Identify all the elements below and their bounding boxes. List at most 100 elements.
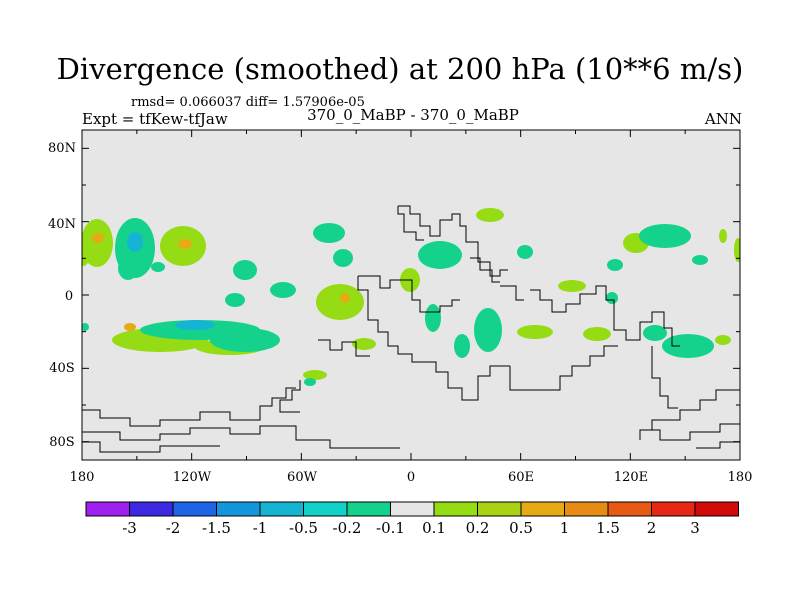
colorbar-box-10 bbox=[520, 501, 565, 517]
strong-negative-cores bbox=[127, 232, 215, 330]
field-patch bbox=[82, 238, 90, 266]
field-patch bbox=[175, 320, 215, 330]
colorbar-label: 1 bbox=[560, 519, 570, 537]
field-patch bbox=[270, 282, 296, 298]
field-patch bbox=[303, 370, 327, 380]
colorbar-label: 3 bbox=[690, 519, 700, 537]
colorbar-swatch bbox=[564, 501, 609, 517]
negative-divergence-fields bbox=[82, 218, 714, 386]
colorbar-swatch bbox=[346, 501, 391, 517]
colorbar-box-0 bbox=[85, 501, 130, 517]
field-patch bbox=[583, 327, 611, 341]
field-patch bbox=[92, 233, 104, 243]
field-patch bbox=[734, 238, 740, 262]
field-patch bbox=[127, 232, 143, 252]
field-patch bbox=[340, 293, 350, 303]
lon-label-180e: 180 bbox=[728, 470, 753, 485]
lon-label-60e: 60E bbox=[508, 470, 534, 485]
colorbar-box-1 bbox=[129, 501, 174, 517]
colorbar-box-2 bbox=[172, 501, 217, 517]
lon-label-60w: 60W bbox=[287, 470, 318, 485]
colorbar-swatch bbox=[259, 501, 304, 517]
field-patch bbox=[476, 208, 504, 222]
colorbar-label: 1.5 bbox=[596, 519, 620, 537]
colorbar-swatch bbox=[390, 501, 435, 517]
coastline bbox=[639, 389, 740, 440]
colorbar-swatch bbox=[651, 501, 696, 517]
season-label: ANN bbox=[704, 110, 742, 128]
coastline bbox=[651, 346, 678, 409]
colorbar-box-4 bbox=[259, 501, 304, 517]
divergence-field bbox=[82, 205, 740, 453]
colorbar-label: 0.1 bbox=[422, 519, 446, 537]
field-patch bbox=[304, 378, 316, 386]
coastline bbox=[500, 285, 524, 301]
coastline bbox=[696, 441, 740, 449]
lon-label-0: 0 bbox=[407, 470, 415, 485]
coastline bbox=[279, 380, 301, 413]
lon-label-120e: 120E bbox=[614, 470, 648, 485]
field-patch bbox=[454, 334, 470, 358]
colorbar-swatch bbox=[477, 501, 522, 517]
map-background bbox=[82, 130, 740, 460]
field-patch bbox=[225, 293, 245, 307]
field-patch bbox=[639, 224, 691, 248]
coastline bbox=[613, 311, 680, 347]
colorbar-swatch bbox=[303, 501, 348, 517]
map-title: Divergence (smoothed) at 200 hPa (10**6 … bbox=[56, 52, 744, 86]
colorbar-label: -3 bbox=[122, 519, 137, 537]
colorbar-label: -0.2 bbox=[333, 519, 362, 537]
field-patch bbox=[313, 223, 345, 243]
field-patch bbox=[517, 325, 553, 339]
lat-label-80n: 80N bbox=[48, 141, 76, 156]
coastline bbox=[358, 275, 460, 313]
colorbar-swatch bbox=[216, 501, 261, 517]
field-patch bbox=[719, 229, 727, 243]
lon-label-120w: 120W bbox=[173, 470, 212, 485]
coastline bbox=[318, 339, 370, 357]
lat-label-0: 0 bbox=[65, 289, 73, 304]
field-patch bbox=[352, 338, 376, 350]
axis-ticks bbox=[81, 130, 741, 460]
field-patch bbox=[118, 256, 138, 280]
field-patch bbox=[607, 259, 623, 271]
coastline bbox=[397, 206, 424, 241]
lon-label-180w: 180 bbox=[70, 470, 95, 485]
field-patch bbox=[662, 334, 714, 358]
field-patch bbox=[715, 335, 731, 345]
field-patch bbox=[643, 325, 667, 341]
colorbar-box-14 bbox=[694, 501, 739, 517]
colorbar-label: 0.5 bbox=[509, 519, 533, 537]
colorbar-swatch bbox=[433, 501, 478, 517]
field-patch bbox=[333, 249, 353, 267]
coastline bbox=[82, 387, 296, 427]
colorbar-label: -0.1 bbox=[376, 519, 405, 537]
field-patch bbox=[692, 255, 708, 265]
field-patch bbox=[124, 323, 136, 331]
coastline bbox=[589, 345, 618, 366]
coastline bbox=[398, 205, 508, 277]
field-patch bbox=[233, 260, 257, 280]
field-patch bbox=[474, 308, 502, 352]
field-patch bbox=[606, 292, 618, 304]
colorbar-box-6 bbox=[346, 501, 391, 517]
colorbar-label: -0.5 bbox=[289, 519, 318, 537]
coastline bbox=[357, 276, 420, 363]
colorbar-swatch bbox=[694, 501, 739, 517]
coastline bbox=[640, 423, 740, 441]
lat-label-40s: 40S bbox=[49, 361, 74, 376]
coastline bbox=[82, 425, 400, 449]
rmsd-stats: rmsd= 0.066037 diff= 1.57906e-05 bbox=[131, 95, 365, 110]
colorbar-swatch bbox=[520, 501, 565, 517]
coastline bbox=[509, 365, 590, 391]
colorbar-swatch bbox=[172, 501, 217, 517]
positive-divergence-fields-upper bbox=[476, 208, 731, 345]
field-patch bbox=[517, 245, 533, 259]
colorbar-box-5 bbox=[303, 501, 348, 517]
experiment-label: Expt = tfKew-tfJaw bbox=[82, 110, 228, 128]
colorbar-box-8 bbox=[433, 501, 478, 517]
map-plot-area bbox=[81, 129, 741, 461]
lat-label-80s: 80S bbox=[49, 435, 74, 450]
colorbar-label: -2 bbox=[166, 519, 181, 537]
field-patch bbox=[558, 280, 586, 292]
